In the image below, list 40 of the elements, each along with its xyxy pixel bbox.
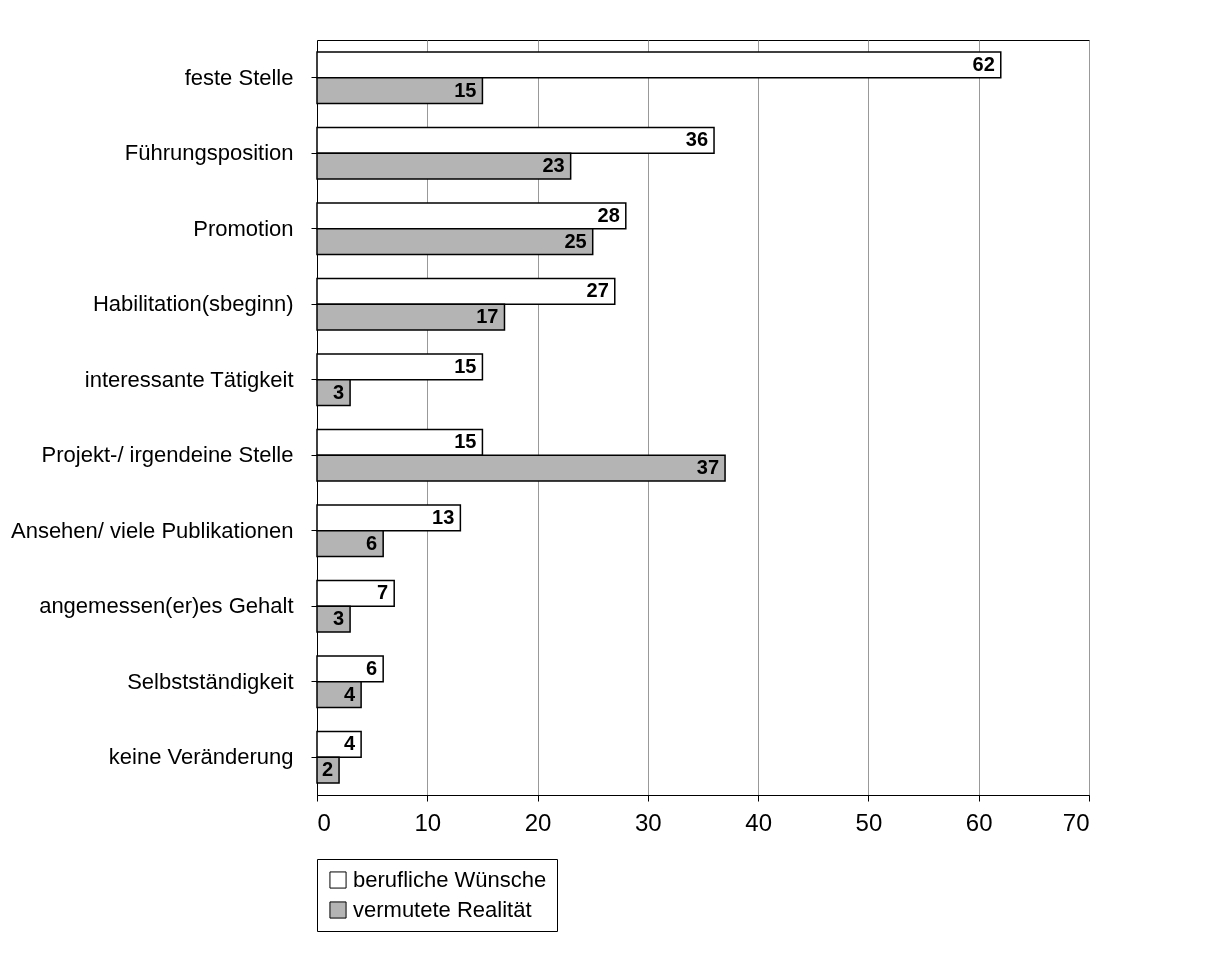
data-label: 3 [332, 607, 345, 630]
x-tick-label: 20 [524, 808, 552, 836]
x-tick-label: 40 [745, 808, 772, 836]
data-label: 17 [476, 305, 499, 328]
y-tick-label: interessante Tätigkeit [84, 366, 294, 392]
x-tick-label: 10 [414, 808, 442, 836]
y-tick-label: Führungsposition [124, 140, 294, 166]
data-label: 13 [432, 505, 455, 528]
data-label: 4 [343, 682, 356, 705]
data-label: 62 [972, 52, 995, 75]
data-label: 27 [586, 279, 609, 302]
data-label: 28 [597, 203, 620, 226]
data-label: 15 [454, 430, 477, 453]
x-tick-label: 30 [635, 808, 662, 836]
data-label: 15 [454, 78, 477, 101]
y-tick-label: feste Stelle [184, 64, 294, 90]
x-tick-label: 0 [317, 808, 331, 836]
x-tick-label: 50 [855, 808, 883, 836]
data-label: 2 [321, 758, 334, 781]
legend-label: berufliche Wünsche [353, 867, 547, 892]
legend-label: vermutete Realität [353, 897, 532, 922]
data-label: 36 [685, 128, 709, 151]
y-tick-label: Selbstständigkeit [127, 668, 294, 694]
data-label: 7 [377, 581, 389, 604]
data-label: 6 [366, 531, 378, 554]
data-label: 25 [564, 229, 587, 252]
x-tick-label: 70 [1062, 808, 1090, 836]
data-label: 37 [696, 456, 720, 479]
data-label: 15 [454, 354, 477, 377]
y-tick-label: Projekt-/ irgendeine Stelle [41, 442, 294, 468]
y-tick-label: Promotion [193, 215, 294, 241]
data-label: 3 [332, 380, 345, 403]
data-label: 23 [542, 154, 565, 177]
data-label: 6 [366, 656, 378, 679]
y-tick-label: Habilitation(sbeginn) [92, 291, 294, 317]
x-tick-label: 60 [965, 808, 993, 836]
y-tick-label: Ansehen/ viele Publikationen [10, 517, 294, 543]
y-tick-label: angemessen(er)es Gehalt [39, 593, 294, 619]
data-label: 4 [343, 732, 356, 755]
y-tick-label: keine Veränderung [108, 744, 294, 770]
